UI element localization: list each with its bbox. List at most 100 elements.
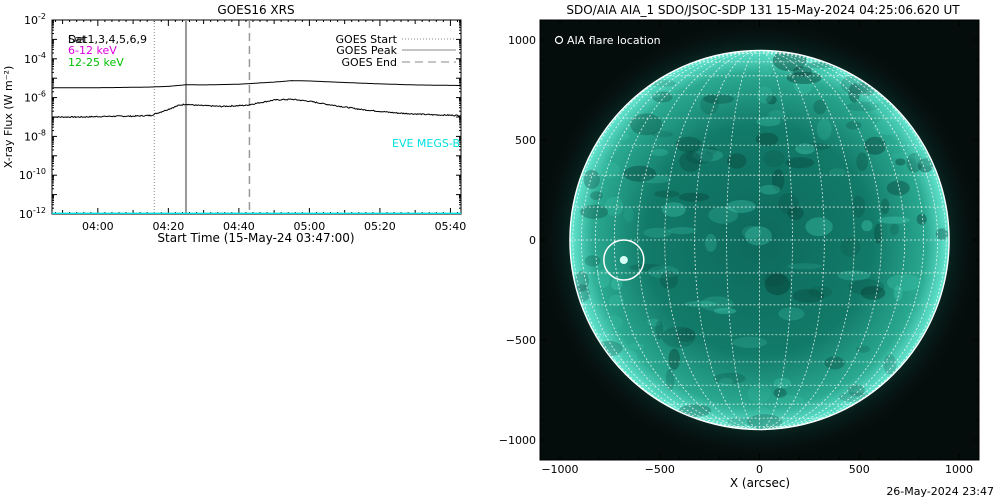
disk-feature bbox=[756, 86, 773, 104]
disk-feature bbox=[792, 66, 813, 77]
disk-feature bbox=[773, 377, 792, 389]
disk-feature bbox=[763, 150, 785, 168]
flux-series-line bbox=[52, 98, 461, 119]
disk-feature bbox=[732, 336, 768, 348]
disk-feature bbox=[708, 206, 739, 224]
disk-feature bbox=[916, 213, 927, 225]
flare-bright-spot bbox=[619, 256, 628, 264]
x-tick-label: 05:20 bbox=[364, 220, 396, 233]
disk-feature bbox=[590, 191, 603, 200]
disk-feature bbox=[726, 200, 756, 213]
disk-feature bbox=[895, 158, 906, 166]
y-axis: 10-12 10-10 10-8 10-6 10-4 10-2 bbox=[19, 12, 461, 221]
y-tick-label: 10-4 bbox=[24, 51, 46, 66]
image-x-tick-label: 0 bbox=[756, 463, 763, 476]
x-tick-label: 04:20 bbox=[153, 220, 185, 233]
y-tick-label: 10-8 bbox=[24, 128, 46, 143]
solar-limb bbox=[569, 49, 950, 431]
disk-feature bbox=[880, 198, 890, 215]
disk-feature bbox=[620, 133, 630, 140]
disk-feature bbox=[610, 277, 622, 291]
disk-feature bbox=[796, 142, 831, 151]
disk-feature bbox=[935, 228, 949, 240]
disk-feature bbox=[934, 222, 950, 243]
y-tick-label: 10-2 bbox=[24, 12, 46, 27]
disk-feature bbox=[668, 348, 681, 370]
disk-feature bbox=[744, 226, 772, 246]
longitude-line bbox=[759, 50, 906, 430]
disk-feature bbox=[864, 136, 887, 155]
disk-feature bbox=[668, 227, 697, 235]
image-y-axis: −1000 −500 0 500 1000 bbox=[499, 19, 979, 461]
disk-feature bbox=[792, 289, 825, 303]
disk-feature bbox=[574, 270, 589, 292]
disk-feature bbox=[713, 372, 746, 385]
disk-feature bbox=[727, 153, 747, 169]
disk-feature bbox=[630, 113, 663, 136]
longitude-line bbox=[613, 50, 760, 430]
disk-feature bbox=[753, 406, 770, 422]
disk-feature bbox=[599, 161, 620, 178]
disk-feature bbox=[861, 220, 873, 232]
disk-feature bbox=[875, 100, 894, 117]
disk-feature bbox=[662, 202, 686, 217]
disk-feature bbox=[622, 350, 638, 365]
detector-legend: Det1,3,4,5,6,9 bbox=[68, 33, 147, 46]
disk-feature bbox=[786, 71, 822, 85]
y-axis-label: X-ray Flux (W m⁻²) bbox=[2, 66, 15, 168]
longitude-line bbox=[759, 50, 825, 430]
disk-feature bbox=[584, 255, 601, 267]
disk-feature bbox=[764, 273, 791, 296]
disk-feature bbox=[773, 388, 787, 399]
disk-feature bbox=[906, 153, 923, 173]
disk-feature bbox=[848, 83, 860, 103]
disk-feature bbox=[652, 91, 673, 103]
image-y-tick-label: −1000 bbox=[499, 434, 536, 447]
disk-feature bbox=[786, 263, 823, 270]
disk-feature bbox=[608, 294, 624, 307]
disk-feature bbox=[759, 68, 772, 77]
energy-legend-6-12: 6-12 keV bbox=[68, 44, 117, 57]
disk-feature bbox=[679, 150, 702, 172]
disk-feature bbox=[706, 147, 718, 155]
disk-feature bbox=[661, 326, 696, 348]
disk-feature bbox=[678, 192, 710, 202]
disk-feature bbox=[652, 388, 673, 398]
legend-goes-peak: GOES Peak bbox=[336, 44, 397, 57]
aia-solar-image: SDO/AIA AIA_1 SDO/JSOC-SDP 131 15-May-20… bbox=[499, 3, 980, 490]
disk-feature bbox=[776, 395, 805, 406]
longitude-line bbox=[694, 50, 760, 430]
flux-series-line bbox=[52, 80, 461, 89]
flare-location-circle bbox=[603, 239, 645, 281]
disk-feature bbox=[675, 136, 702, 153]
disk-feature bbox=[813, 61, 836, 82]
disk-feature bbox=[692, 149, 724, 162]
legend-goes-start: GOES Start bbox=[336, 33, 398, 46]
disk-feature bbox=[793, 75, 813, 95]
disk-feature bbox=[759, 184, 781, 195]
disk-feature bbox=[778, 192, 799, 215]
disk-feature bbox=[883, 354, 897, 375]
disk-feature bbox=[639, 174, 672, 184]
disk-feature bbox=[905, 312, 926, 320]
disk-feature bbox=[855, 345, 871, 353]
image-x-axis: −1000 −500 0 500 1000 bbox=[539, 20, 980, 476]
event-markers bbox=[153, 20, 251, 214]
image-x-tick-label: 500 bbox=[849, 463, 870, 476]
longitude-line bbox=[664, 50, 760, 430]
image-y-tick-label: 0 bbox=[529, 234, 536, 247]
disk-feature bbox=[714, 58, 724, 68]
disk-feature bbox=[846, 121, 862, 130]
disk-feature bbox=[629, 342, 644, 350]
disk-feature bbox=[747, 383, 771, 403]
disk-feature bbox=[623, 165, 657, 182]
disk-feature bbox=[795, 143, 816, 155]
disk-feature bbox=[685, 149, 714, 164]
y-tick-label: 10-12 bbox=[19, 206, 46, 221]
footer-timestamp: 26-May-2024 23:47 bbox=[886, 485, 994, 498]
disk-feature bbox=[713, 307, 737, 315]
flare-legend: AIA flare location bbox=[567, 34, 661, 47]
longitude-line bbox=[759, 50, 882, 430]
disk-feature bbox=[651, 148, 669, 156]
x-axis-label: Start Time (15-May-24 03:47:00) bbox=[157, 231, 354, 245]
